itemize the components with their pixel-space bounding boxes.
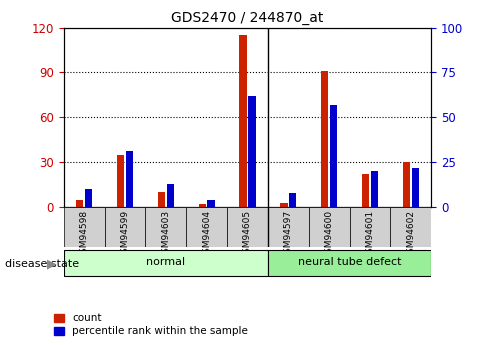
Text: GSM94598: GSM94598 (79, 210, 89, 259)
FancyBboxPatch shape (227, 207, 268, 247)
Text: GSM94599: GSM94599 (121, 210, 129, 259)
Bar (207, 200, 215, 207)
FancyBboxPatch shape (146, 207, 186, 247)
FancyBboxPatch shape (104, 207, 146, 247)
Bar (362, 174, 369, 207)
Text: GSM94604: GSM94604 (202, 210, 211, 259)
Bar (198, 204, 206, 207)
Bar (403, 162, 410, 207)
Bar (412, 168, 419, 207)
Bar (158, 192, 165, 207)
FancyBboxPatch shape (64, 250, 268, 276)
Text: GSM94603: GSM94603 (161, 210, 171, 259)
FancyBboxPatch shape (186, 207, 227, 247)
Text: neural tube defect: neural tube defect (298, 257, 401, 267)
Bar (239, 35, 246, 207)
Bar (248, 96, 256, 207)
FancyBboxPatch shape (309, 207, 349, 247)
Bar (321, 71, 328, 207)
Bar (125, 151, 133, 207)
Text: GSM94601: GSM94601 (366, 210, 374, 259)
Text: GSM94597: GSM94597 (284, 210, 293, 259)
Bar (85, 189, 92, 207)
Text: normal: normal (146, 257, 185, 267)
Bar (280, 203, 288, 207)
Bar (76, 199, 83, 207)
Bar (370, 171, 378, 207)
FancyBboxPatch shape (349, 207, 391, 247)
Text: GSM94600: GSM94600 (324, 210, 334, 259)
Text: ▶: ▶ (47, 257, 56, 270)
Text: GSM94602: GSM94602 (406, 210, 416, 259)
Bar (289, 193, 296, 207)
Bar (167, 184, 174, 207)
FancyBboxPatch shape (268, 250, 431, 276)
Bar (117, 155, 124, 207)
FancyBboxPatch shape (268, 207, 309, 247)
Legend: count, percentile rank within the sample: count, percentile rank within the sample (54, 313, 248, 336)
Text: disease state: disease state (5, 259, 79, 269)
FancyBboxPatch shape (391, 207, 431, 247)
FancyBboxPatch shape (64, 207, 104, 247)
Text: GSM94605: GSM94605 (243, 210, 252, 259)
Bar (330, 105, 337, 207)
Title: GDS2470 / 244870_at: GDS2470 / 244870_at (172, 11, 323, 25)
